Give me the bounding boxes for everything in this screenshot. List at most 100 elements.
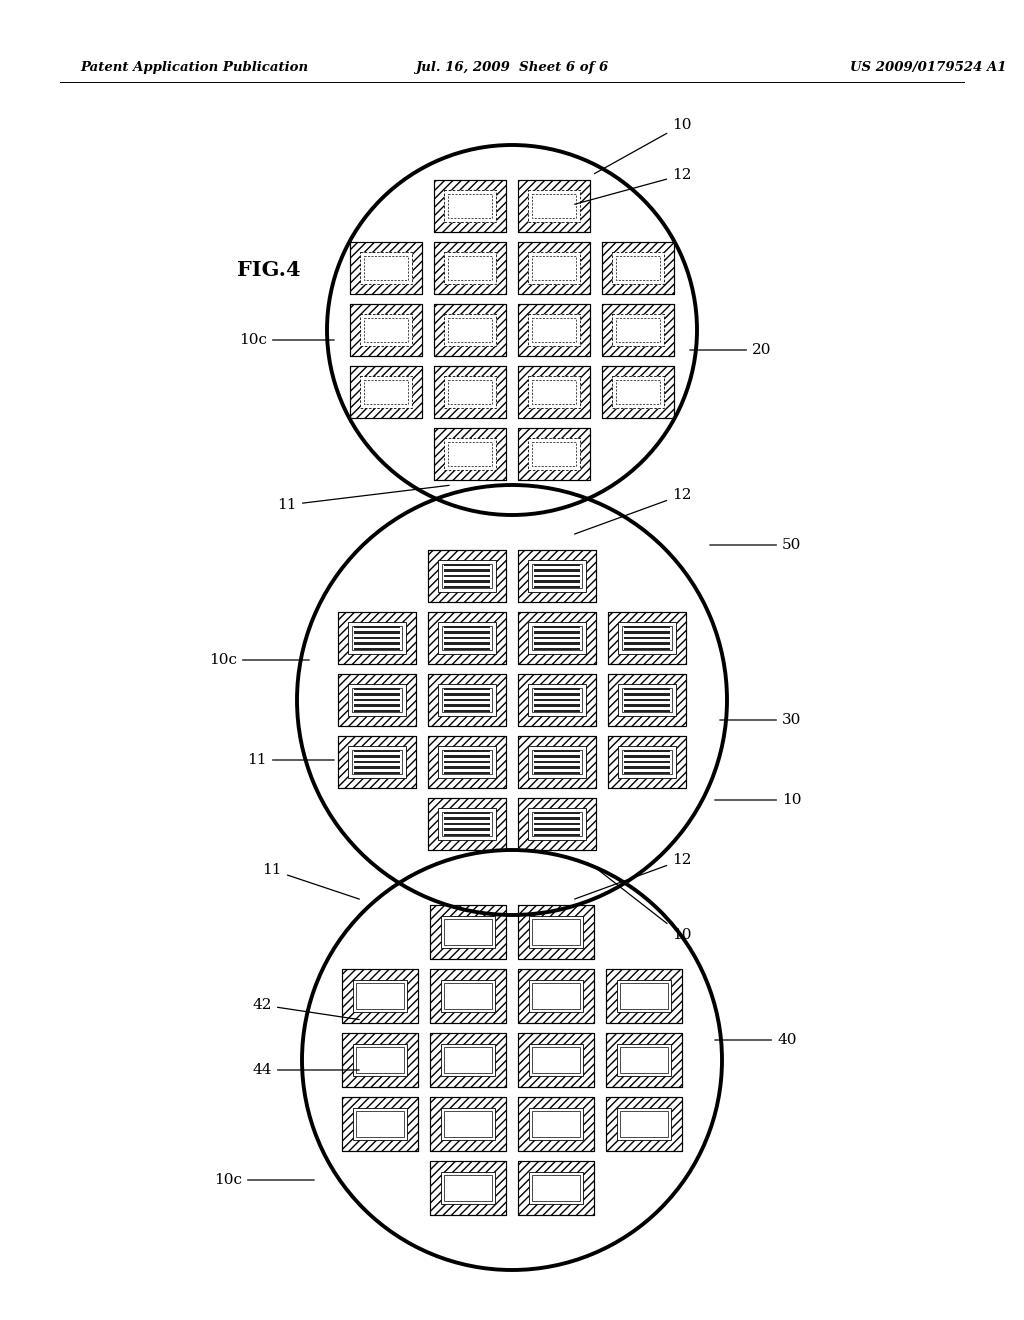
Bar xyxy=(518,906,594,960)
Bar xyxy=(622,750,673,775)
Bar xyxy=(428,737,506,788)
Bar xyxy=(444,767,489,768)
Bar xyxy=(535,710,580,713)
Bar xyxy=(441,564,493,589)
Bar xyxy=(624,755,670,758)
Bar xyxy=(528,190,580,222)
Bar xyxy=(624,636,670,639)
Bar xyxy=(350,304,422,356)
Text: 10c: 10c xyxy=(214,1173,314,1187)
Bar xyxy=(338,737,416,788)
Bar xyxy=(621,983,668,1008)
Bar xyxy=(608,612,686,664)
Bar xyxy=(444,648,489,651)
Bar xyxy=(350,304,422,356)
Bar xyxy=(535,581,580,583)
Bar xyxy=(440,1107,496,1140)
Bar xyxy=(528,438,580,470)
Bar xyxy=(350,366,422,418)
Bar xyxy=(365,380,408,404)
Bar xyxy=(518,1097,594,1151)
Bar xyxy=(354,626,400,628)
Bar xyxy=(528,314,580,346)
Bar xyxy=(535,772,580,775)
Text: 12: 12 xyxy=(574,853,691,899)
Bar xyxy=(624,772,670,775)
Bar xyxy=(430,906,506,960)
Bar xyxy=(535,817,580,820)
Bar xyxy=(449,194,492,218)
Bar xyxy=(351,750,402,775)
Bar xyxy=(434,428,506,480)
Bar xyxy=(444,710,489,713)
Bar xyxy=(444,314,496,346)
Bar xyxy=(535,812,580,814)
Bar xyxy=(528,1172,584,1204)
Bar xyxy=(624,643,670,644)
Bar xyxy=(608,675,686,726)
Bar xyxy=(535,834,580,837)
Bar xyxy=(535,750,580,752)
Bar xyxy=(518,304,590,356)
Text: 40: 40 xyxy=(715,1034,797,1047)
Bar xyxy=(353,979,408,1012)
Bar xyxy=(444,822,489,825)
Bar xyxy=(338,612,416,664)
Bar xyxy=(518,969,594,1023)
Bar xyxy=(518,612,596,664)
Bar xyxy=(449,256,492,280)
Bar xyxy=(444,750,489,752)
Bar xyxy=(353,1044,408,1076)
Bar xyxy=(440,1044,496,1076)
Bar xyxy=(602,304,674,356)
Bar xyxy=(354,631,400,634)
Bar xyxy=(535,569,580,572)
Text: 10: 10 xyxy=(594,867,691,942)
Bar xyxy=(365,318,408,342)
Bar xyxy=(535,829,580,830)
Bar xyxy=(528,561,586,591)
Bar xyxy=(532,442,575,466)
Bar xyxy=(518,1034,594,1086)
Bar xyxy=(348,746,406,777)
Bar xyxy=(354,767,400,768)
Text: 11: 11 xyxy=(278,486,450,512)
Bar xyxy=(444,755,489,758)
Bar xyxy=(434,242,506,294)
Bar xyxy=(338,675,416,726)
Bar xyxy=(518,428,590,480)
Bar xyxy=(616,256,659,280)
Bar xyxy=(602,366,674,418)
Bar xyxy=(624,698,670,701)
Bar xyxy=(430,1162,506,1214)
Bar xyxy=(434,304,506,356)
Bar xyxy=(428,550,506,602)
Bar xyxy=(444,631,489,634)
Text: 10c: 10c xyxy=(209,653,309,667)
Bar xyxy=(535,564,580,566)
Bar xyxy=(616,1107,671,1140)
Bar xyxy=(518,675,596,726)
Bar xyxy=(535,693,580,696)
Bar xyxy=(444,1111,492,1137)
Bar xyxy=(518,737,596,788)
Bar xyxy=(356,1047,403,1073)
Bar xyxy=(608,737,686,788)
Bar xyxy=(624,705,670,706)
Bar xyxy=(342,969,418,1023)
Bar xyxy=(441,812,493,837)
Bar xyxy=(535,631,580,634)
Text: 11: 11 xyxy=(248,752,334,767)
Bar xyxy=(428,612,506,664)
Bar xyxy=(430,906,506,960)
Bar xyxy=(438,684,496,715)
Bar xyxy=(518,428,590,480)
Bar xyxy=(348,623,406,653)
Bar xyxy=(342,1097,418,1151)
Bar xyxy=(354,648,400,651)
Bar xyxy=(434,180,506,232)
Bar xyxy=(440,979,496,1012)
Bar xyxy=(441,626,493,651)
Text: FIG.4: FIG.4 xyxy=(237,260,301,280)
Bar xyxy=(428,799,506,850)
